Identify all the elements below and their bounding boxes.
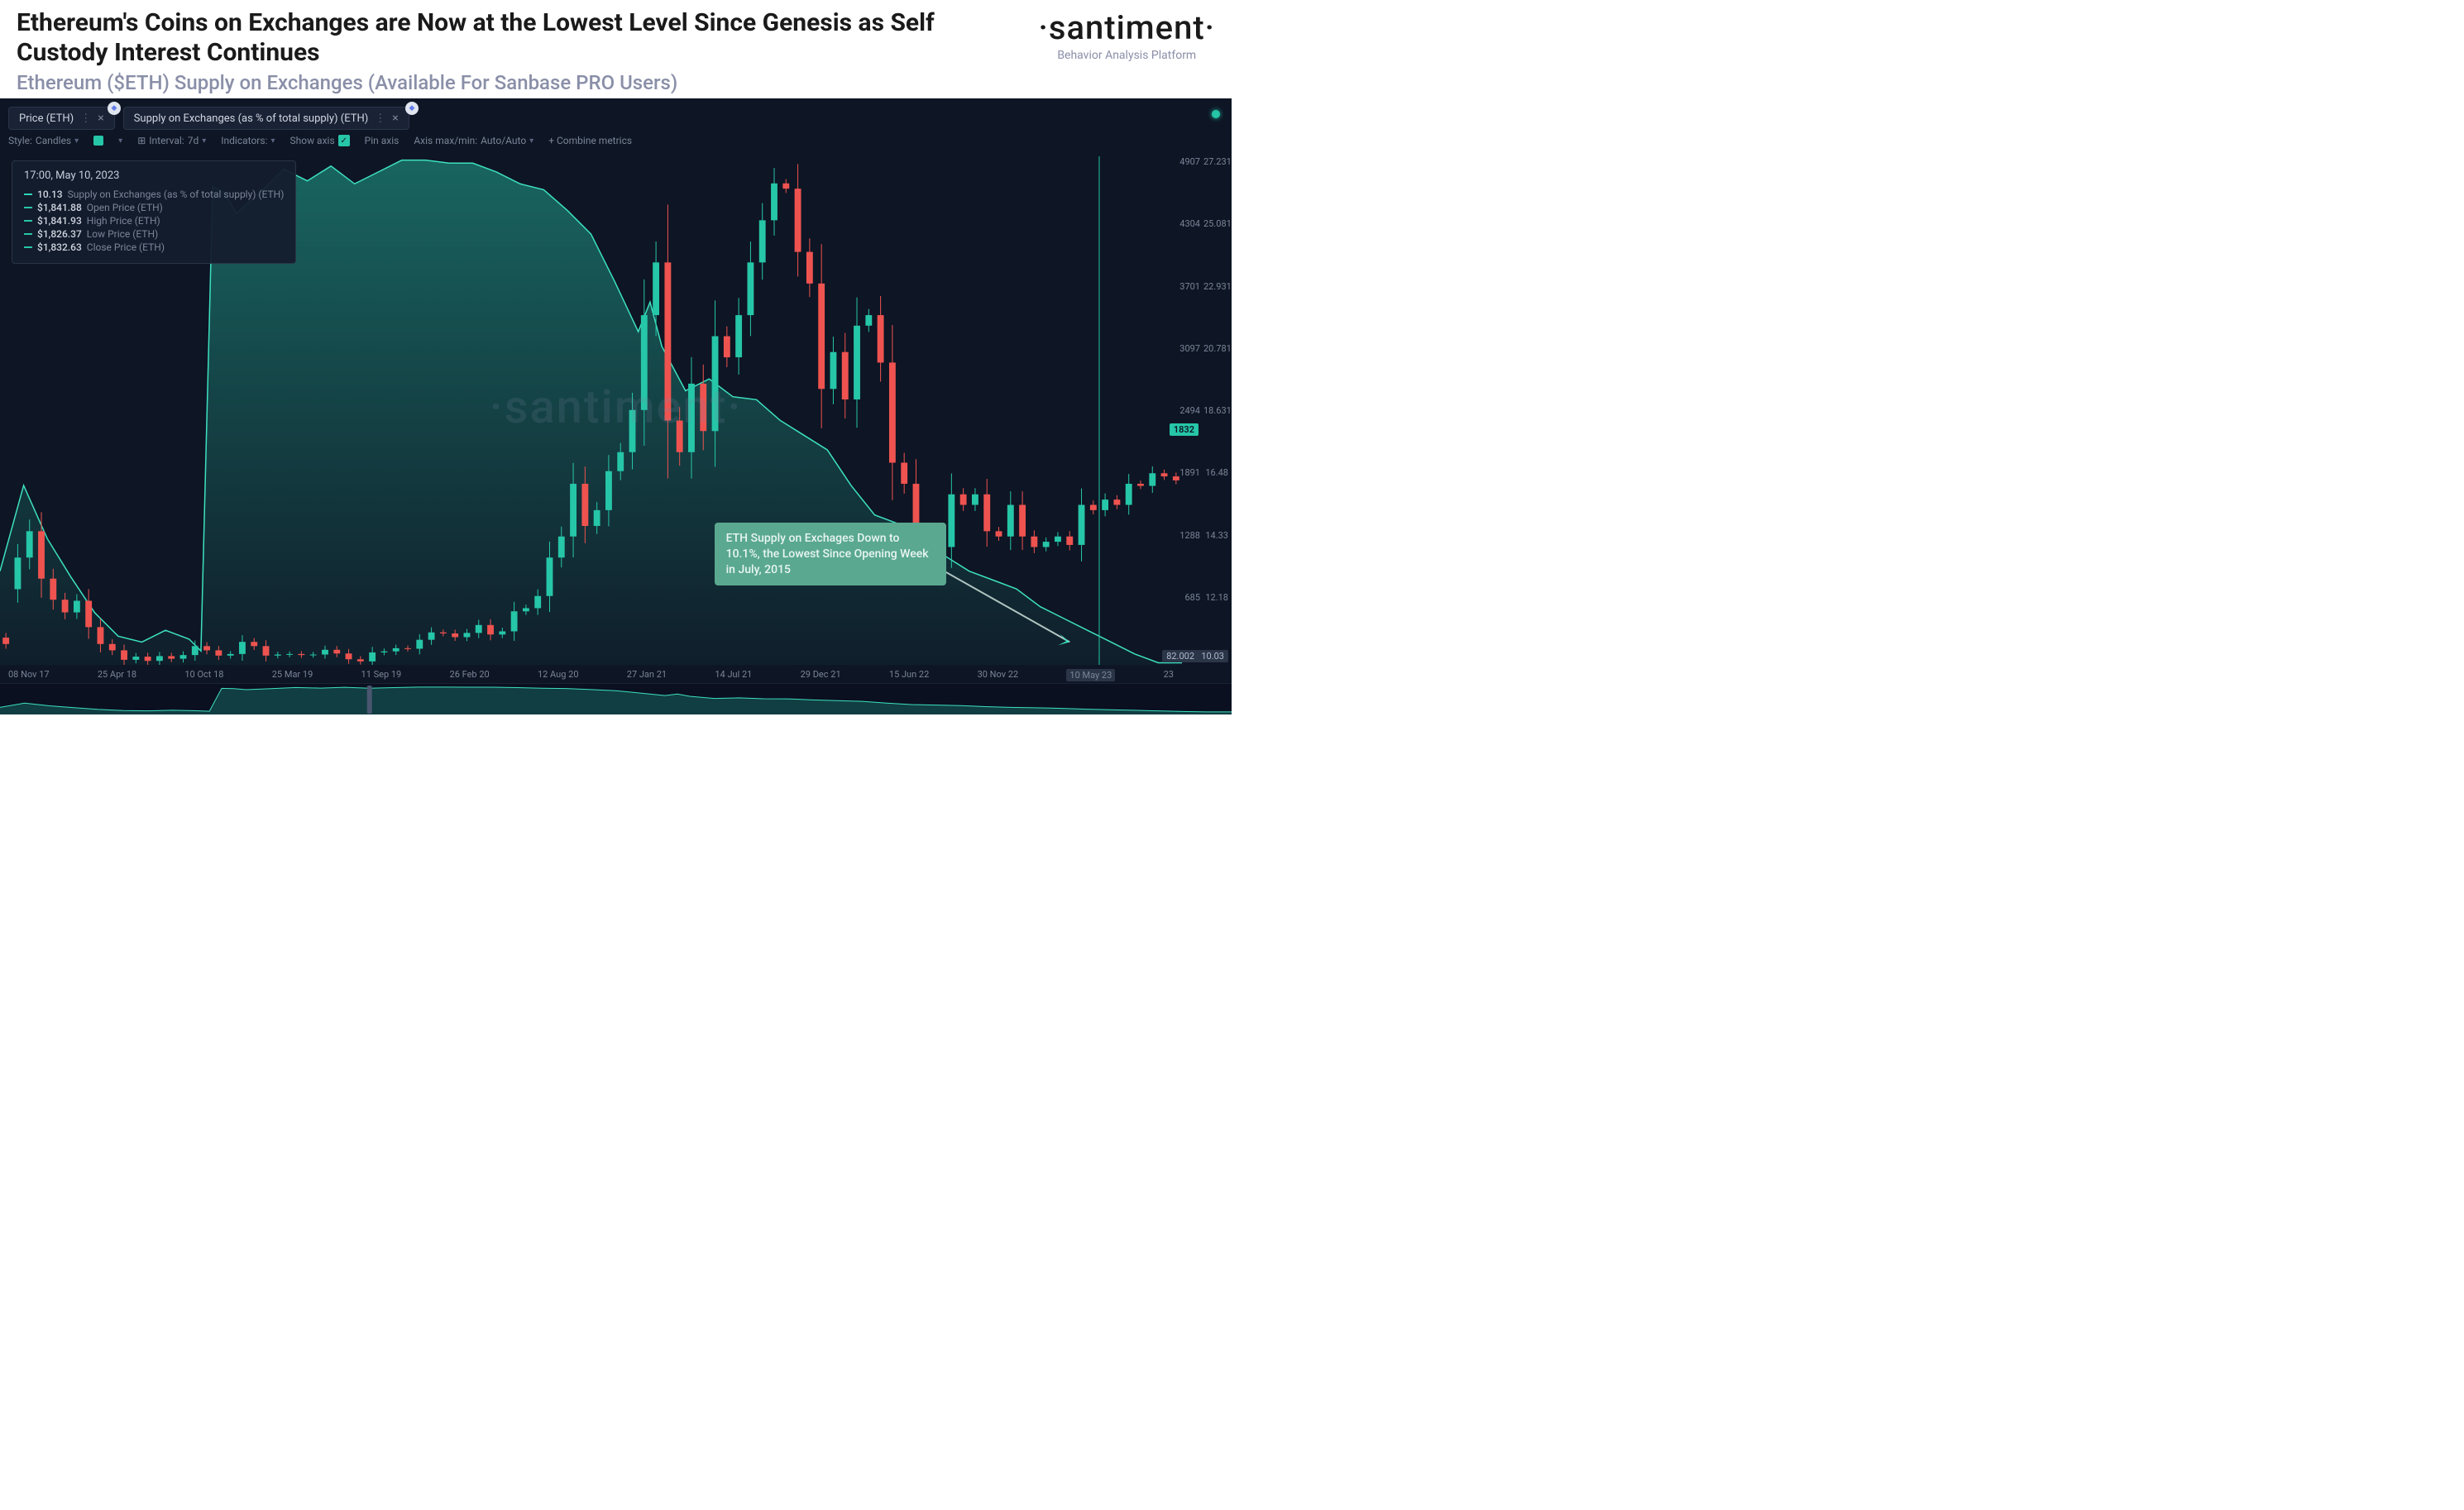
- tooltip-row: $1,826.37 Low Price (ETH): [24, 228, 284, 240]
- y-tick: 27.231: [1203, 156, 1228, 167]
- supply-axis-badge-right: 10.03: [1197, 650, 1228, 662]
- candle-color-swatch[interactable]: [93, 136, 103, 146]
- chevron-down-icon[interactable]: ▾: [118, 136, 122, 146]
- combine-metrics-button[interactable]: + Combine metrics: [548, 135, 632, 146]
- x-tick: 25 Apr 18: [98, 669, 136, 681]
- supply-axis-badge-left: 82.002: [1162, 650, 1199, 662]
- x-axis-dates: 08 Nov 17 25 Apr 18 10 Oct 18 25 Mar 19 11 S…: [8, 669, 1174, 681]
- pill-label: Supply on Exchanges (as % of total suppl…: [134, 112, 369, 125]
- y-axis-price: 490743043701309724941891128868582: [1170, 156, 1203, 665]
- close-icon[interactable]: ×: [392, 112, 398, 125]
- tooltip-timestamp: 17:00, May 10, 2023: [24, 170, 284, 182]
- interval-value: 7d: [188, 135, 199, 146]
- y-tick: 4907: [1170, 156, 1200, 167]
- y-tick: 20.781: [1203, 343, 1228, 354]
- tooltip-row: $1,832.63 Close Price (ETH): [24, 241, 284, 253]
- chevron-down-icon: ▾: [74, 136, 79, 146]
- y-tick: 4304: [1170, 218, 1200, 229]
- chart-container: ◆ Price (ETH) ⋮ × ◆ Supply on Exchanges …: [0, 98, 1232, 714]
- show-axis-toggle[interactable]: Show axis ✓: [289, 135, 349, 146]
- eth-icon: ◆: [108, 102, 121, 115]
- logo-tagline: Behavior Analysis Platform: [1039, 49, 1215, 62]
- indicators-label: Indicators:: [221, 135, 267, 146]
- candlestick-icon: ⊞: [137, 135, 146, 146]
- header: Ethereum's Coins on Exchanges are Now at…: [0, 0, 1232, 98]
- chevron-down-icon: ▾: [202, 136, 206, 146]
- y-tick: 3701: [1170, 281, 1200, 292]
- y-tick: 12.18: [1203, 592, 1228, 603]
- more-icon[interactable]: ⋮: [375, 112, 385, 125]
- y-tick: 22.931: [1203, 281, 1228, 292]
- style-value: Candles: [36, 135, 71, 146]
- x-tick: 15 Jun 22: [889, 669, 929, 681]
- tooltip-row: $1,841.93 High Price (ETH): [24, 215, 284, 227]
- y-tick: 1891: [1170, 467, 1200, 478]
- tooltip-row: $1,841.88 Open Price (ETH): [24, 202, 284, 213]
- axis-label: Axis max/min:: [414, 135, 477, 146]
- x-tick: 25 Mar 19: [272, 669, 313, 681]
- header-text-block: Ethereum's Coins on Exchanges are Now at…: [17, 8, 1022, 94]
- y-tick: 16.48: [1203, 467, 1228, 478]
- time-brush[interactable]: [0, 683, 1232, 714]
- y-tick: 14.33: [1203, 530, 1228, 541]
- hover-tooltip: 17:00, May 10, 2023 10.13 Supply on Exch…: [12, 160, 296, 264]
- brush-svg: [0, 684, 1232, 714]
- y-tick: 2494: [1170, 405, 1200, 416]
- santiment-logo: ·santiment·: [1039, 8, 1215, 47]
- x-tick: 08 Nov 17: [8, 669, 50, 681]
- style-selector[interactable]: Style: Candles ▾: [8, 135, 79, 146]
- price-pill[interactable]: Price (ETH) ⋮ ×: [8, 107, 115, 130]
- eth-icon: ◆: [405, 102, 419, 115]
- current-price-badge: 1832: [1170, 423, 1199, 436]
- y-tick: 3097: [1170, 343, 1200, 354]
- y-tick: 685: [1170, 592, 1200, 603]
- axis-minmax-selector[interactable]: Axis max/min: Auto/Auto ▾: [414, 135, 533, 146]
- chart-toolbar: Style: Candles ▾ ▾ ⊞ Interval: 7d ▾ Indi…: [8, 135, 632, 146]
- supply-pill[interactable]: Supply on Exchanges (as % of total suppl…: [123, 107, 409, 130]
- x-tick: 23: [1164, 669, 1174, 681]
- page-title: Ethereum's Coins on Exchanges are Now at…: [17, 8, 1022, 68]
- interval-selector[interactable]: ⊞ Interval: 7d ▾: [137, 135, 206, 146]
- indicators-selector[interactable]: Indicators: ▾: [221, 135, 275, 146]
- y-tick: 25.081: [1203, 218, 1228, 229]
- chevron-down-icon: ▾: [529, 136, 533, 146]
- more-icon[interactable]: ⋮: [80, 112, 91, 125]
- x-tick: 10 Oct 18: [184, 669, 223, 681]
- x-tick: 26 Feb 20: [450, 669, 490, 681]
- page-subtitle: Ethereum ($ETH) Supply on Exchanges (Ava…: [17, 71, 1022, 94]
- checkbox-on-icon: ✓: [338, 135, 350, 146]
- metric-pills: ◆ Price (ETH) ⋮ × ◆ Supply on Exchanges …: [8, 107, 409, 130]
- x-tick: 29 Dec 21: [801, 669, 841, 681]
- axis-value: Auto/Auto: [481, 135, 526, 146]
- x-tick: 12 Aug 20: [538, 669, 579, 681]
- pill-label: Price (ETH): [19, 112, 74, 125]
- x-tick: 10 May 23: [1066, 669, 1115, 681]
- x-tick: 30 Nov 22: [978, 669, 1019, 681]
- x-tick: 27 Jan 21: [627, 669, 667, 681]
- y-tick: 1288: [1170, 530, 1200, 541]
- close-icon[interactable]: ×: [98, 112, 103, 125]
- chevron-down-icon: ▾: [270, 136, 275, 146]
- interval-label: Interval:: [149, 135, 184, 146]
- show-axis-label: Show axis: [289, 135, 334, 146]
- logo-block: ·santiment· Behavior Analysis Platform: [1022, 8, 1215, 62]
- live-status-dot: [1212, 110, 1220, 118]
- y-tick: 18.631: [1203, 405, 1228, 416]
- x-tick: 14 Jul 21: [715, 669, 752, 681]
- annotation-callout: ETH Supply on Exchages Down to 10.1%, th…: [715, 523, 946, 586]
- pin-axis-button[interactable]: Pin axis: [365, 135, 400, 146]
- x-tick: 11 Sep 19: [361, 669, 402, 681]
- y-axis-supply: 27.231 25.081 22.931 20.781 18.631 16.48 14.33…: [1203, 156, 1232, 665]
- tooltip-row: 10.13 Supply on Exchanges (as % of total…: [24, 189, 284, 200]
- style-label: Style:: [8, 135, 32, 146]
